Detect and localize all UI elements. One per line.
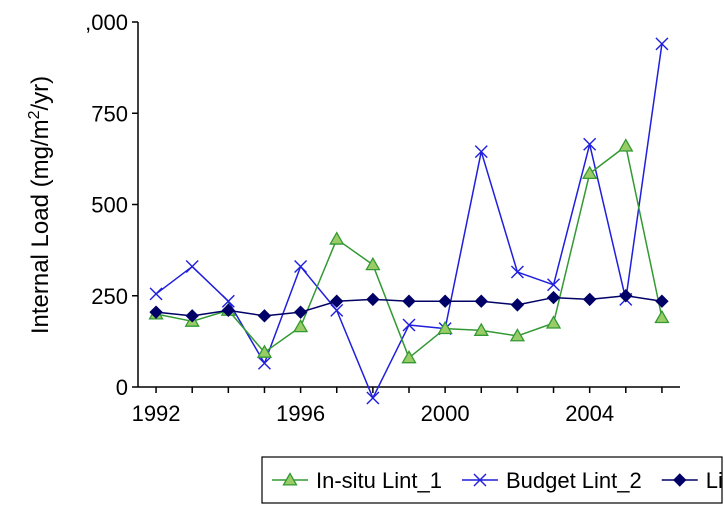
data-point-budget-lint-2 <box>583 137 597 151</box>
data-point-lint-3 <box>546 290 561 305</box>
series-lint-3 <box>149 289 669 323</box>
legend: In-situ Lint_1 Budget Lint_2 Lint_3 <box>261 456 724 504</box>
x-tick-label: 1992 <box>132 401 181 426</box>
data-point-in-situ-lint-1 <box>256 344 273 358</box>
series-in-situ-lint-1 <box>148 138 670 364</box>
series-budget-lint-2 <box>149 37 669 405</box>
y-tick-label: 250 <box>91 284 128 309</box>
y-axis-title-superscript: 2 <box>26 110 43 119</box>
y-tick-label: 750 <box>91 101 128 126</box>
data-point-lint-3 <box>293 305 308 319</box>
data-point-in-situ-lint-1 <box>292 318 309 333</box>
y-tick-label: 0 <box>116 375 128 400</box>
data-point-budget-lint-2 <box>330 303 344 317</box>
data-point-in-situ-lint-1 <box>401 349 417 364</box>
y-axis-title: Internal Load (mg/m2/yr) <box>26 76 54 334</box>
data-point-lint-3 <box>221 303 236 318</box>
legend-item-budget-lint-2: Budget Lint_2 <box>461 468 642 493</box>
x-tick-label: 1996 <box>276 401 325 426</box>
x-tick-label: 2000 <box>421 401 470 426</box>
data-point-budget-lint-2 <box>257 356 271 370</box>
y-axis-ticks: 0 250 500 750 ,000 <box>85 10 138 400</box>
data-point-lint-3 <box>330 294 344 308</box>
data-point-lint-3 <box>655 294 669 308</box>
data-point-lint-3 <box>510 298 525 312</box>
legend-item-lint-3: Lint_3 <box>661 468 724 493</box>
legend-label: Lint_3 <box>706 468 724 493</box>
data-point-lint-3 <box>582 292 597 307</box>
data-point-in-situ-lint-1 <box>329 231 345 245</box>
data-point-budget-lint-2 <box>510 265 524 279</box>
data-point-lint-3 <box>257 309 272 323</box>
data-point-budget-lint-2 <box>185 260 199 274</box>
data-point-in-situ-lint-1 <box>473 322 489 336</box>
axes <box>137 22 680 388</box>
data-point-budget-lint-2 <box>149 287 163 301</box>
x-tick-label: 2004 <box>565 401 614 426</box>
y-axis-title-main: Internal Load (mg/m <box>27 119 54 334</box>
data-point-lint-3 <box>149 305 163 319</box>
y-axis-title-text: Internal Load (mg/m2/yr) <box>26 76 54 334</box>
data-point-in-situ-lint-1 <box>618 138 634 152</box>
data-point-in-situ-lint-1 <box>654 309 670 324</box>
data-point-budget-lint-2 <box>402 318 416 332</box>
data-point-in-situ-lint-1 <box>582 165 598 180</box>
x-axis-ticks: 1992 1996 2000 2004 <box>132 387 663 426</box>
data-point-lint-3 <box>366 292 380 307</box>
legend-swatch-marker <box>673 473 687 487</box>
series-layer <box>148 37 670 405</box>
data-point-lint-3 <box>438 294 452 308</box>
series-line-budget-lint-2 <box>155 43 663 399</box>
data-point-in-situ-lint-1 <box>365 256 381 271</box>
legend-swatch-marker <box>282 472 298 486</box>
data-point-budget-lint-2 <box>655 37 669 51</box>
legend-item-in-situ-lint-1: In-situ Lint_1 <box>272 468 442 493</box>
data-point-budget-lint-2 <box>366 391 380 405</box>
legend-label: In-situ Lint_1 <box>316 468 442 493</box>
data-point-in-situ-lint-1 <box>545 315 562 329</box>
legend-label: Budget Lint_2 <box>506 468 642 493</box>
y-axis-title-end: /yr) <box>27 76 54 111</box>
data-point-lint-3 <box>619 289 633 303</box>
data-point-budget-lint-2 <box>221 294 235 308</box>
data-point-in-situ-lint-1 <box>437 320 453 335</box>
data-point-lint-3 <box>474 294 488 308</box>
data-point-budget-lint-2 <box>547 278 561 292</box>
data-point-budget-lint-2 <box>294 260 308 274</box>
data-point-lint-3 <box>185 309 199 323</box>
data-point-budget-lint-2 <box>474 145 488 159</box>
y-tick-label: 500 <box>91 193 128 218</box>
data-point-lint-3 <box>402 294 416 308</box>
data-point-in-situ-lint-1 <box>509 328 526 342</box>
y-tick-label: ,000 <box>85 10 128 35</box>
legend-swatch-marker <box>473 473 487 487</box>
